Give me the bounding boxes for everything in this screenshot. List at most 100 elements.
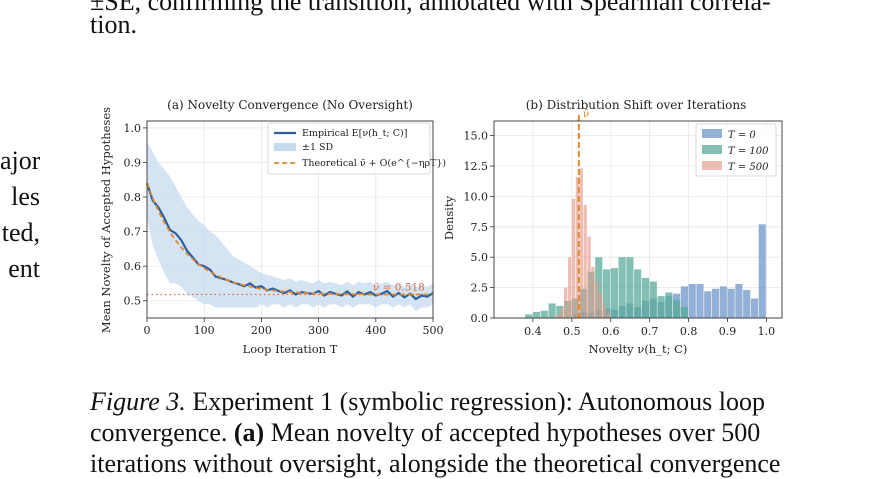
y-tick-label: 0.9 [124,156,142,169]
x-tick-label: 0.7 [641,325,659,338]
legend-label-band: ±1 SD [302,142,334,153]
x-tick-label: 0.8 [680,325,698,338]
histogram-bar [649,281,657,318]
histogram-bar [591,266,595,318]
histogram-bar [618,257,626,318]
histogram-bar [673,299,681,318]
histogram-bar [688,283,696,318]
x-tick-label: 500 [423,324,444,337]
histogram-bar [567,257,572,318]
histogram-bar [595,281,599,318]
histogram-bar [560,308,564,318]
histogram-bar [564,300,572,318]
margin-fragment: les [11,182,40,211]
caption-line-1: Figure 3. Experiment 1 (symbolic regress… [90,386,765,417]
y-tick-label: 0.6 [124,260,142,273]
caption-line-3: iterations without oversight, alongside … [90,449,781,478]
figure-3: ν̄ = 0.518 0 100 200 300 400 500 0.5 0.6 0.7 0.8 0.… [99,98,783,356]
caption-line-2: convergence. (a) Mean novelty of accepte… [90,417,760,448]
caption-label: Figure 3. [90,387,186,416]
y-tick-label: 10.0 [464,190,489,203]
y-tick-label: 0.5 [124,295,142,308]
histogram-bar [696,283,704,318]
margin-fragment: ted, [1,218,40,247]
body-text-line-2: tion. [90,10,137,39]
nu-bar-label: ν̄ [583,108,589,120]
panel-b-ylabel: Density [442,195,456,240]
x-tick-label: 0.6 [602,325,620,338]
histogram-bar [595,257,603,318]
histogram-bar [579,288,587,318]
histogram-bar [571,198,576,318]
x-tick-label: 400 [365,324,386,337]
panel-a-title: (a) Novelty Convergence (No Oversight) [167,98,413,112]
histogram-bar [579,168,583,318]
histogram-bar [564,287,568,318]
axes-frame [493,120,783,319]
y-tick-label: 0.0 [471,312,489,325]
histogram-bar [750,298,759,318]
histogram-bar [571,298,580,318]
caption-text: Experiment 1 (symbolic regression): Auto… [185,387,765,416]
legend-label-empirical: Empirical E[ν(h_t; C)] [302,128,407,139]
x-tick-label: 1.0 [758,325,776,338]
histogram-bar [575,176,580,318]
y-tick-label: 0.8 [124,191,142,204]
histogram-bar [634,269,642,318]
margin-fragment: ent [8,254,40,283]
legend-label: T = 0 [728,130,756,141]
histogram-bar [665,292,673,318]
legend-box [267,122,431,175]
x-tick-label: 0.9 [719,325,737,338]
histogram-bar [626,257,634,318]
legend-label: T = 500 [728,162,769,173]
reference-label: ν̄ = 0.518 [373,281,425,293]
histogram-bar [602,305,607,318]
histogram-bar [540,310,548,318]
histogram-bar [606,313,611,318]
histogram-bar [583,204,587,318]
legend-swatch [702,145,722,154]
caption-text: Mean novelty of accepted hypotheses over… [264,418,761,447]
y-tick-label: 0.7 [124,226,142,239]
margin-fragment: ajor [0,146,40,175]
histogram-bar [711,288,720,318]
histogram-bar [641,277,650,318]
legend-label: T = 100 [728,146,769,157]
y-tick-label: 2.5 [471,282,489,295]
x-tick-label: 0.5 [563,325,581,338]
histogram-bar [719,286,727,318]
histogram-bar [556,314,560,318]
caption-text: convergence. [90,418,234,447]
x-tick-label: 300 [308,324,329,337]
legend-label-theoretical: Theoretical ν̄ + O(e^{−ηρT}) [302,158,446,169]
axes-frame [146,120,434,319]
panel-a-ylabel: Mean Novelty of Accepted Hypotheses [99,107,113,333]
histogram-bar [657,296,665,318]
x-tick-label: 200 [251,324,272,337]
histogram-bar [556,305,564,318]
histogram-bar [587,271,595,318]
y-tick-label: 5.0 [471,251,489,264]
caption-panel-ref: (a) [233,418,265,447]
histogram-bar [532,311,541,318]
histogram-bar [610,268,618,318]
histogram-bar [602,269,611,318]
histogram-bar [727,288,735,318]
panel-b-xlabel: Novelty ν(h_t; C) [589,342,688,356]
legend-swatch-band [274,143,296,151]
y-tick-label: 7.5 [471,221,489,234]
histogram-bar [735,283,743,318]
histogram-bar [680,307,688,318]
x-tick-label: 0 [144,324,151,337]
x-tick-label: 0.4 [524,325,542,338]
body-text-line-1: ±SE, confirming the transition, annotate… [90,0,771,16]
panel-b-title: (b) Distribution Shift over Iterations [526,98,747,112]
y-tick-label: 1.0 [124,122,142,135]
margin-text-fragments: ajor les ted, ent [0,143,40,287]
theoretical-line [146,182,433,296]
histogram-bar [548,303,556,318]
histogram-bar [743,290,751,318]
x-tick-label: 100 [194,324,215,337]
y-tick-label: 15.0 [464,130,489,143]
